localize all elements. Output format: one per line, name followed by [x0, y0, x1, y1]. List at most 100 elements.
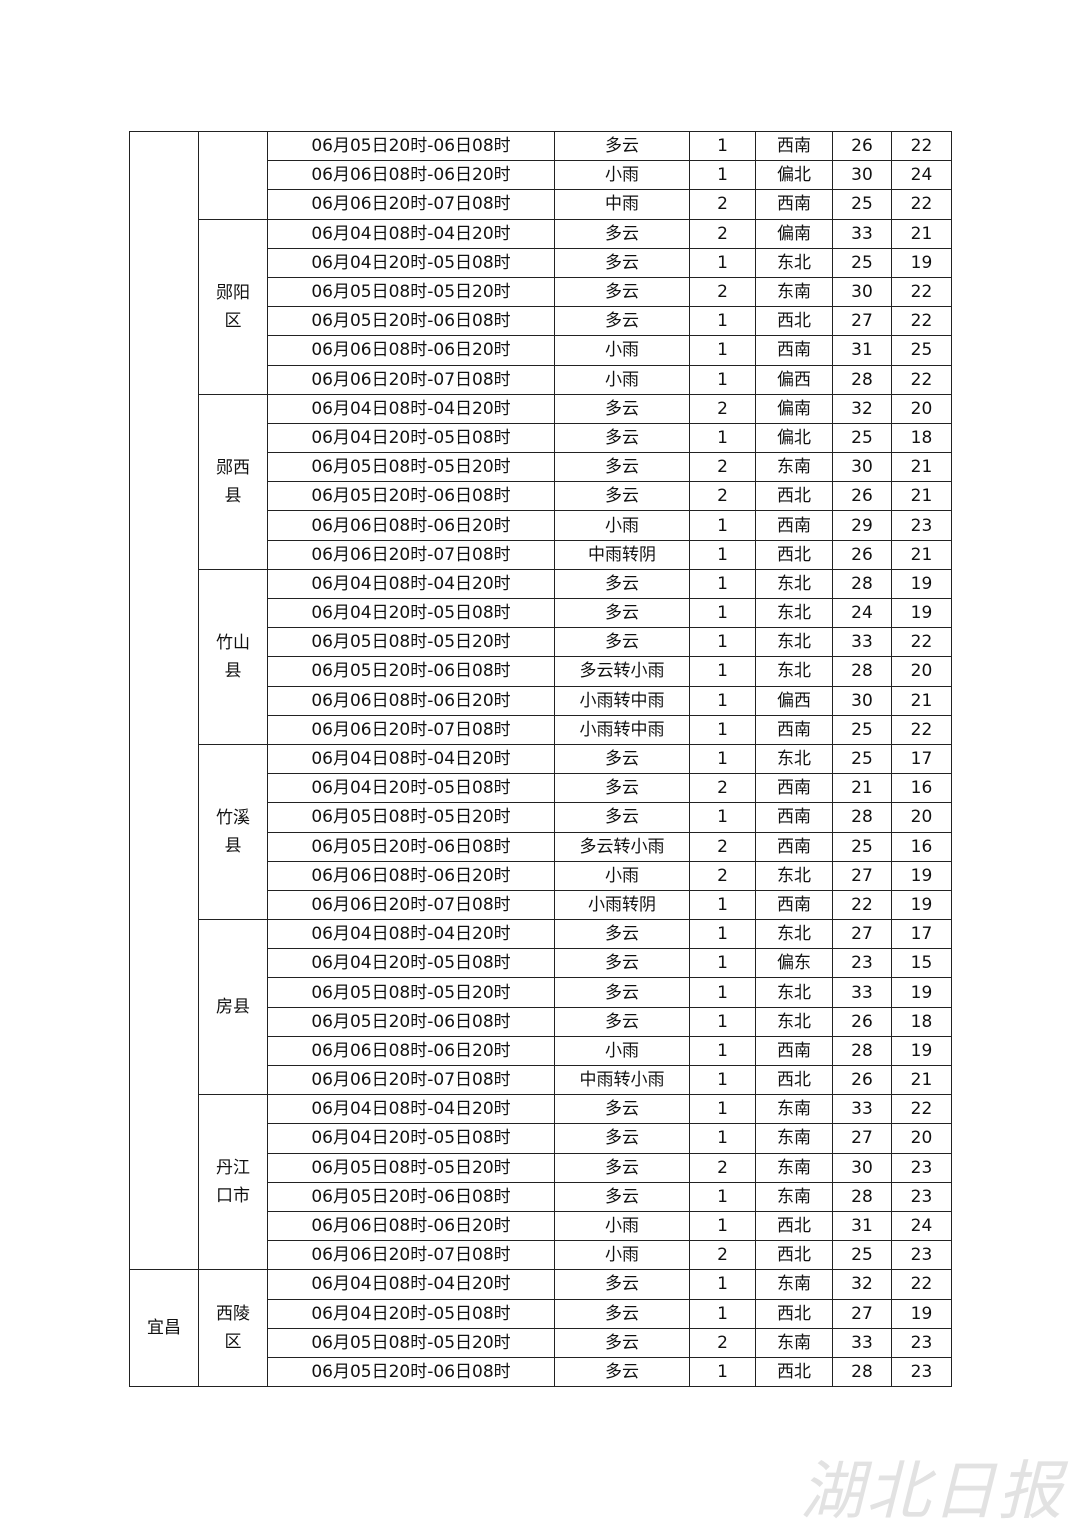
- wind-direction: 西南: [755, 889, 833, 921]
- table-row: 郧阳区 06月04日08时-04日20时 多云 2 偏南 33 21: [130, 218, 952, 395]
- high-temp: 28: [832, 1181, 892, 1212]
- low-temp: 23: [891, 510, 952, 541]
- weather: 多云: [554, 306, 690, 337]
- low-temp: 22: [891, 627, 952, 658]
- weather: 小雨: [554, 160, 690, 191]
- time-period: 06月04日20时-05日08时: [267, 1298, 555, 1329]
- wind-direction: 偏西: [755, 685, 833, 716]
- wind-level: 1: [689, 568, 756, 600]
- wind-level: 2: [689, 831, 756, 862]
- wind-level: 1: [689, 889, 756, 921]
- high-temp: 32: [832, 1269, 892, 1300]
- table-row: 06月04日20时-05日08时 多云 1 西北 27 19: [130, 1298, 952, 1329]
- forecast-table: 06月05日20时-06日08时 多云 1 西南 26 22 06月06日08时-06日20…: [129, 130, 952, 1388]
- high-temp: 27: [832, 1298, 892, 1329]
- weather: 多云: [554, 276, 690, 308]
- table-row: 房县 06月04日08时-04日20时 多云 1 东北 27 17: [130, 919, 952, 1096]
- high-temp: 27: [832, 919, 892, 950]
- wind-direction: 西南: [755, 831, 833, 862]
- weather: 小雨转中雨: [554, 714, 690, 745]
- high-temp: 29: [832, 510, 892, 541]
- table-row: 06月06日20时-07日08时 小雨转阴 1 西南 22 19: [130, 889, 952, 921]
- time-period: 06月04日20时-05日08时: [267, 1123, 555, 1154]
- wind-level: 1: [689, 656, 756, 687]
- low-temp: 20: [891, 1123, 952, 1154]
- low-temp: 19: [891, 1298, 952, 1329]
- table-row: 06月06日08时-06日20时 小雨 1 西南 29 23: [130, 510, 952, 541]
- wind-level: 1: [689, 539, 756, 570]
- low-temp: 21: [891, 218, 952, 249]
- high-temp: 27: [832, 860, 892, 891]
- wind-direction: 西北: [755, 539, 833, 570]
- weather: 中雨转小雨: [554, 1064, 690, 1096]
- weather: 多云: [554, 218, 690, 249]
- high-temp: 33: [832, 977, 892, 1008]
- low-temp: 24: [891, 1210, 952, 1242]
- low-temp: 23: [891, 1152, 952, 1183]
- low-temp: 19: [891, 889, 952, 921]
- weather: 多云: [554, 627, 690, 658]
- wind-direction: 西北: [755, 1210, 833, 1242]
- wind-level: 1: [689, 1181, 756, 1212]
- table-row: 竹山县 06月04日08时-04日20时 多云 1 东北 28 19: [130, 568, 952, 745]
- wind-direction: 东北: [755, 743, 833, 775]
- wind-direction: 西北: [755, 1240, 833, 1271]
- weather: 中雨转阴: [554, 539, 690, 570]
- high-temp: 28: [832, 656, 892, 687]
- weather: 多云: [554, 1006, 690, 1037]
- wind-direction: 西南: [755, 773, 833, 804]
- city-cell: [129, 130, 199, 1271]
- weather: 多云: [554, 481, 690, 512]
- low-temp: 17: [891, 919, 952, 950]
- wind-level: 1: [689, 627, 756, 658]
- high-temp: 21: [832, 773, 892, 804]
- wind-level: 1: [689, 510, 756, 541]
- time-period: 06月05日08时-05日20时: [267, 1327, 555, 1358]
- time-period: 06月05日08时-05日20时: [267, 276, 555, 308]
- time-period: 06月04日08时-04日20时: [267, 1094, 555, 1125]
- table-row: 06月05日20时-06日08时 多云 1 西北 28 23: [130, 1356, 952, 1388]
- time-period: 06月06日20时-07日08时: [267, 889, 555, 921]
- low-temp: 18: [891, 422, 952, 454]
- time-period: 06月06日08时-06日20时: [267, 1210, 555, 1242]
- time-period: 06月05日08时-05日20时: [267, 802, 555, 833]
- weather: 小雨转阴: [554, 889, 690, 921]
- high-temp: 25: [832, 247, 892, 278]
- wind-level: 1: [689, 1210, 756, 1242]
- time-period: 06月06日08时-06日20时: [267, 1035, 555, 1067]
- time-period: 06月06日20时-07日08时: [267, 1064, 555, 1096]
- weather: 多云: [554, 1298, 690, 1329]
- time-period: 06月04日08时-04日20时: [267, 393, 555, 424]
- weather: 小雨: [554, 1240, 690, 1271]
- time-period: 06月04日08时-04日20时: [267, 743, 555, 775]
- wind-level: 2: [689, 773, 756, 804]
- time-period: 06月04日08时-04日20时: [267, 568, 555, 600]
- table-row: 06月06日08时-06日20时 小雨 1 西南 28 19: [130, 1035, 952, 1067]
- wind-direction: 西南: [755, 802, 833, 833]
- wind-direction: 东北: [755, 860, 833, 891]
- high-temp: 25: [832, 743, 892, 775]
- weather: 中雨: [554, 189, 690, 220]
- weather: 小雨: [554, 364, 690, 395]
- time-period: 06月05日20时-06日08时: [267, 130, 555, 162]
- wind-level: 1: [689, 130, 756, 162]
- weather: 多云转小雨: [554, 656, 690, 687]
- low-temp: 21: [891, 539, 952, 570]
- time-period: 06月05日08时-05日20时: [267, 1152, 555, 1183]
- high-temp: 28: [832, 802, 892, 833]
- weather: 小雨: [554, 1210, 690, 1242]
- high-temp: 26: [832, 130, 892, 162]
- low-temp: 15: [891, 948, 952, 979]
- low-temp: 21: [891, 481, 952, 512]
- time-period: 06月06日20时-07日08时: [267, 189, 555, 220]
- time-period: 06月06日08时-06日20时: [267, 510, 555, 541]
- low-temp: 22: [891, 364, 952, 395]
- weather: 多云: [554, 1181, 690, 1212]
- wind-direction: 东北: [755, 627, 833, 658]
- low-temp: 23: [891, 1327, 952, 1358]
- weather: 多云: [554, 919, 690, 950]
- weather: 多云: [554, 568, 690, 600]
- weather: 小雨: [554, 510, 690, 541]
- high-temp: 27: [832, 306, 892, 337]
- table-row: 06月06日20时-07日08时 中雨 2 西南 25 22: [130, 189, 952, 220]
